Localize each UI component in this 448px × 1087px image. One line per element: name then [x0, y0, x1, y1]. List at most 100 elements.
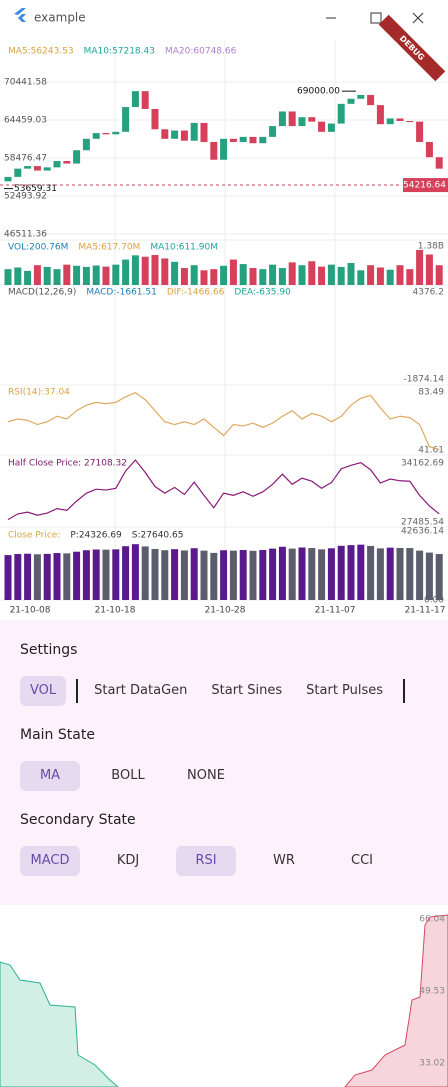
- volume-bar: [92, 265, 100, 285]
- y-tick-label: 41.61: [418, 446, 444, 456]
- candle: [367, 94, 375, 106]
- button[interactable]: RSI: [176, 846, 236, 876]
- y-tick-label: -1874.14: [404, 375, 445, 385]
- close-bar: [308, 548, 316, 600]
- volume-bar: [396, 265, 404, 285]
- volume-bar: [112, 264, 120, 285]
- x-tick-label: 21-10-18: [95, 606, 136, 616]
- candle: [190, 122, 198, 141]
- y-tick-label: 46511.36: [4, 230, 47, 240]
- depth-tick: 49.53: [419, 987, 445, 997]
- panel-label: MA5:617.70M: [78, 243, 140, 253]
- candle: [396, 118, 404, 122]
- y-tick-label: 27485.54: [401, 518, 444, 528]
- volume-bar: [33, 265, 41, 285]
- settings-title: Settings: [20, 642, 78, 658]
- depth-tick: 33.02: [419, 1059, 445, 1069]
- candle: [200, 122, 208, 142]
- maximize[interactable]: [370, 12, 382, 24]
- button[interactable]: MA: [20, 761, 80, 791]
- max-label: 69000.00: [297, 87, 340, 97]
- candle: [269, 126, 277, 137]
- volume-bar: [122, 259, 130, 285]
- x-tick-label: 21-10-08: [10, 606, 51, 616]
- volume-bar: [278, 268, 286, 285]
- svg-text:DEBUG: DEBUG: [398, 34, 426, 62]
- main-row: MA BOLL NONE: [20, 761, 254, 791]
- main-title: Main State: [20, 727, 95, 743]
- y-tick-label: 1.38B: [418, 242, 444, 252]
- panel-label: DEA:-635.90: [234, 288, 291, 298]
- last-price-box: [403, 178, 448, 193]
- separator: [76, 679, 79, 703]
- debug-banner: DEBUG: [378, 14, 446, 82]
- close-bar: [298, 547, 306, 600]
- volume-bar: [308, 261, 316, 285]
- close-bar: [63, 553, 71, 600]
- close-bar: [4, 555, 12, 600]
- button[interactable]: CCI: [351, 853, 373, 868]
- close-bar: [161, 550, 169, 600]
- volume-bar: [435, 265, 443, 285]
- candle: [288, 111, 296, 127]
- panel-label: MA20:60748.66: [165, 47, 237, 57]
- volume-bar: [386, 269, 394, 285]
- button[interactable]: Start Pulses: [306, 683, 384, 698]
- candle: [318, 121, 326, 132]
- close-bar: [367, 545, 375, 600]
- candle: [33, 166, 41, 171]
- volume-bar: [131, 255, 139, 285]
- candle: [249, 136, 257, 144]
- button[interactable]: KDJ: [116, 853, 140, 868]
- close-bar: [190, 548, 198, 600]
- close-bar: [278, 546, 286, 600]
- y-tick-label: 34162.69: [401, 459, 444, 469]
- button[interactable]: VOL: [20, 676, 67, 706]
- y-tick-label: 52493.92: [4, 191, 47, 201]
- button[interactable]: MACD: [20, 846, 80, 876]
- x-tick-label: 21-11-07: [315, 606, 356, 616]
- candle: [406, 121, 414, 123]
- candle: [151, 108, 159, 130]
- min-label: 53659.31: [14, 184, 57, 194]
- candle: [102, 133, 110, 135]
- close-bar: [92, 549, 100, 600]
- volume-bar: [151, 255, 159, 285]
- button[interactable]: WR: [273, 853, 295, 868]
- y-tick-label: 70441.58: [4, 78, 47, 88]
- candle: [161, 129, 169, 139]
- close-bar: [357, 544, 365, 600]
- candle: [180, 130, 188, 141]
- candle: [298, 117, 306, 127]
- volume-bar: [357, 270, 365, 285]
- close-bar: [220, 550, 228, 600]
- volume-bar: [337, 266, 345, 285]
- y-tick-label: 64459.03: [4, 115, 47, 125]
- button[interactable]: Start Sines: [211, 683, 283, 698]
- volume-bar: [367, 265, 375, 285]
- volume-bar: [347, 262, 355, 285]
- close-bar: [112, 549, 120, 600]
- close-bar: [43, 553, 51, 600]
- candle: [435, 157, 443, 169]
- volume-bar: [406, 269, 414, 285]
- bid-area: [0, 961, 119, 1087]
- button[interactable]: BOLL: [111, 768, 145, 783]
- candle: [327, 123, 335, 132]
- button[interactable]: Start DataGen: [94, 683, 188, 698]
- close-bar: [396, 547, 404, 600]
- button[interactable]: NONE: [187, 768, 225, 783]
- close[interactable]: [412, 12, 424, 24]
- volume-bar: [298, 265, 306, 285]
- volume-bar: [14, 267, 22, 285]
- candle: [347, 98, 355, 104]
- candle: [171, 130, 179, 139]
- candle: [82, 138, 90, 151]
- close-bar: [406, 548, 414, 600]
- close-bar: [102, 549, 110, 600]
- volume-bar: [288, 262, 296, 285]
- panel-label: MACD(12,26,9): [8, 288, 76, 298]
- close-bar: [259, 549, 267, 600]
- volume-bar: [180, 268, 188, 285]
- settings-panel: Settings VOL Start DataGen Start Sines Star…: [0, 620, 448, 905]
